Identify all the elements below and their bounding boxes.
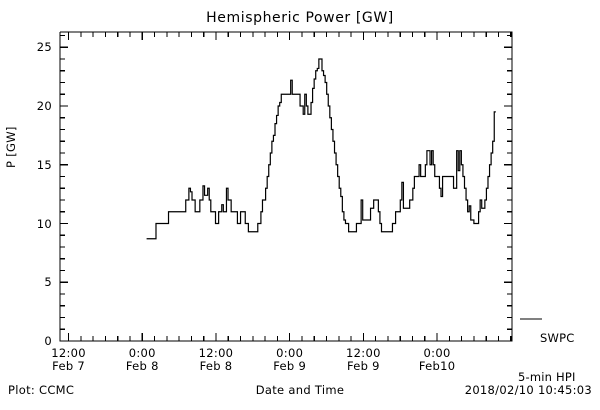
x-axis-tick-label: 12:00 Feb 7 xyxy=(51,346,86,373)
y-axis-ticks xyxy=(60,34,512,342)
data-series-group xyxy=(146,58,496,240)
x-axis-ticks xyxy=(68,32,512,341)
y-axis-tick-label: 10 xyxy=(36,216,52,231)
x-axis-tick-label: 12:00 Feb 8 xyxy=(198,346,234,373)
plot-area xyxy=(59,31,542,342)
chart-canvas: Hemispheric Power [GW] 0 5 10 15 20 25 12:00 F… xyxy=(4,10,592,397)
chart-title: Hemispheric Power [GW] xyxy=(206,10,394,26)
generation-timestamp: 2018/02/10 10:45:03 xyxy=(464,383,592,397)
y-axis-tick-label: 20 xyxy=(36,99,52,114)
legend: SWPC 5-min HPI xyxy=(518,306,600,410)
data-series-line xyxy=(146,58,496,240)
y-axis-tick-label: 5 xyxy=(44,275,52,290)
x-axis-tick-label: 0:00 Feb 9 xyxy=(273,346,307,373)
x-axis-tick-label: 0:00 Feb10 xyxy=(418,346,456,373)
y-axis-tick-label: 0 xyxy=(44,334,52,348)
x-axis-title: Date and Time xyxy=(255,383,345,397)
legend-label-line2: 5-min HPI xyxy=(518,370,576,384)
legend-label-line1: SWPC xyxy=(540,331,575,345)
x-axis-tick-label: 12:00 Feb 9 xyxy=(346,346,381,373)
y-axis-tick-label: 25 xyxy=(36,40,52,55)
y-axis-tick-label: 15 xyxy=(36,157,52,172)
y-axis-title: P [GW] xyxy=(4,126,18,168)
plot-credit: Plot: CCMC xyxy=(8,383,75,397)
x-axis-tick-label: 0:00 Feb 8 xyxy=(125,346,159,373)
axis-frame xyxy=(59,31,513,342)
